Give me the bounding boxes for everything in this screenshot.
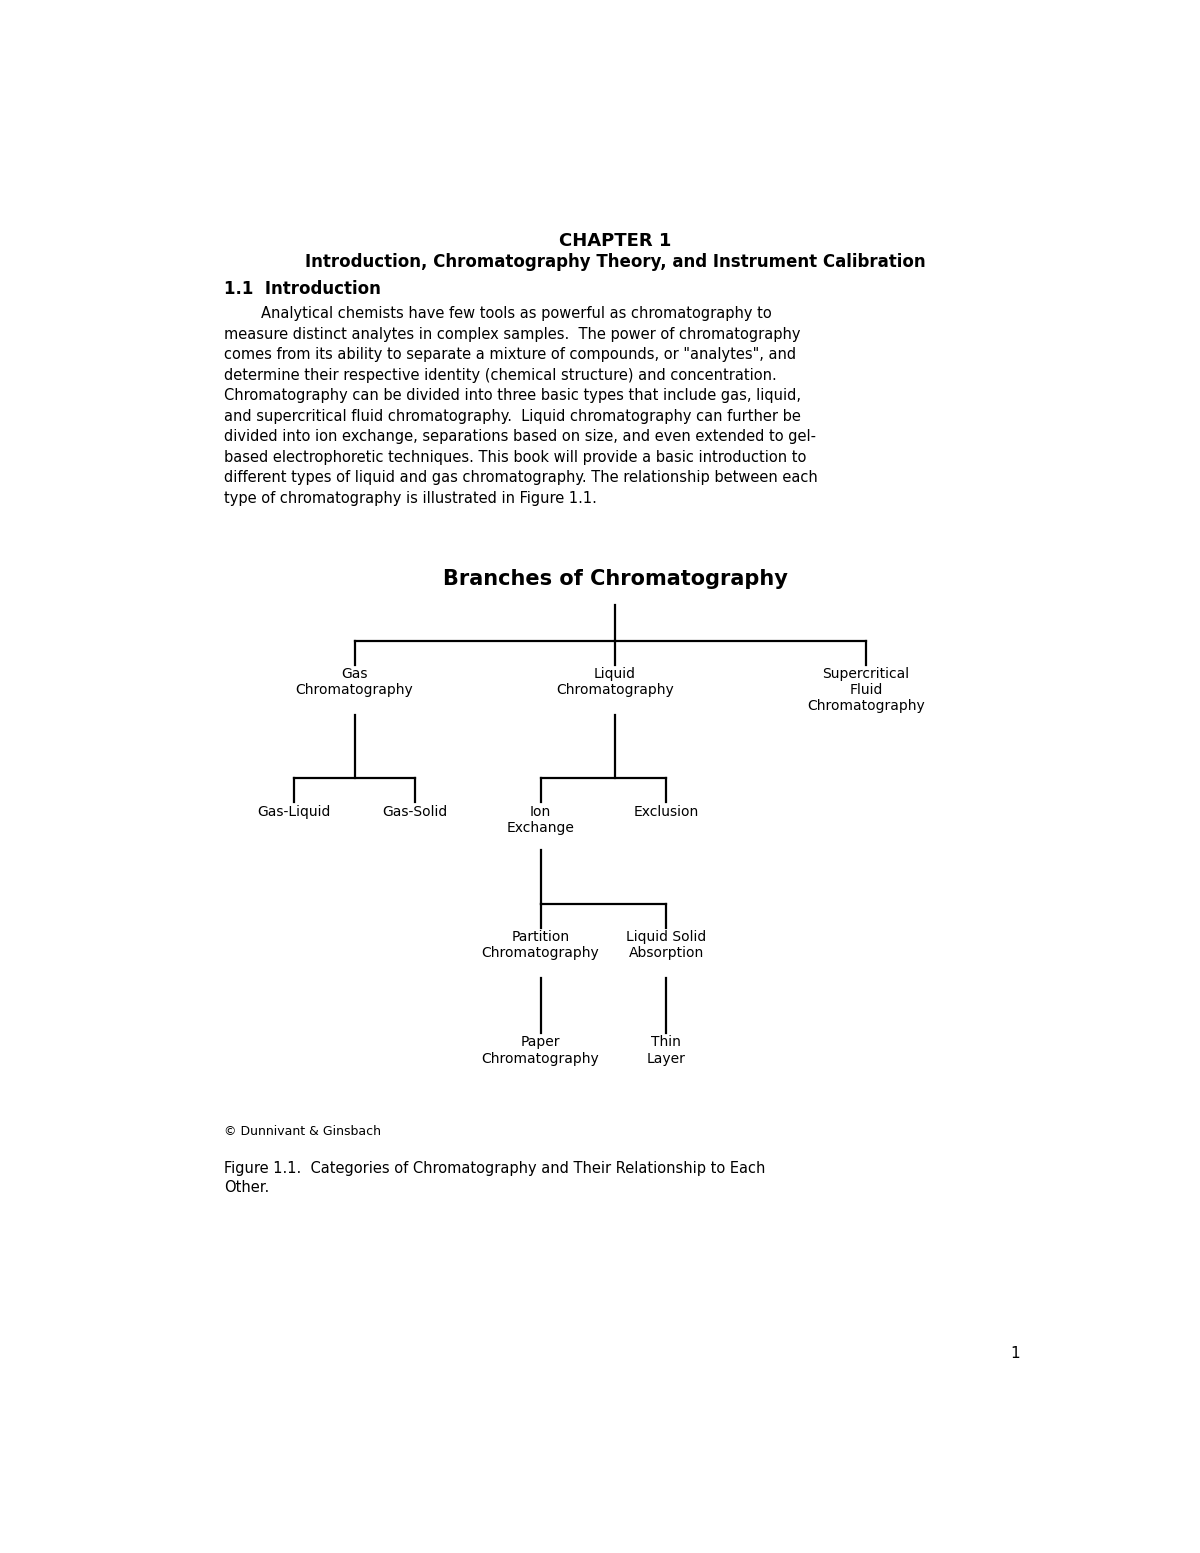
Text: Liquid Solid
Absorption: Liquid Solid Absorption	[626, 930, 707, 960]
Text: Introduction, Chromatography Theory, and Instrument Calibration: Introduction, Chromatography Theory, and…	[305, 253, 925, 272]
Text: Partition
Chromatography: Partition Chromatography	[481, 930, 600, 960]
Text: Figure 1.1.  Categories of Chromatography and Their Relationship to Each: Figure 1.1. Categories of Chromatography…	[224, 1162, 766, 1176]
Text: Supercritical
Fluid
Chromatography: Supercritical Fluid Chromatography	[808, 668, 925, 713]
Text: CHAPTER 1: CHAPTER 1	[559, 231, 671, 250]
Text: Branches of Chromatography: Branches of Chromatography	[443, 568, 787, 589]
Text: Analytical chemists have few tools as powerful as chromatography to: Analytical chemists have few tools as po…	[224, 306, 772, 321]
Text: Paper
Chromatography: Paper Chromatography	[481, 1036, 600, 1065]
Text: measure distinct analytes in complex samples.  The power of chromatography: measure distinct analytes in complex sam…	[224, 326, 800, 342]
Text: type of chromatography is illustrated in Figure 1.1.: type of chromatography is illustrated in…	[224, 491, 598, 506]
Text: 1.1  Introduction: 1.1 Introduction	[224, 280, 382, 298]
Text: 1: 1	[1010, 1345, 1020, 1360]
Text: Gas-Liquid: Gas-Liquid	[258, 804, 331, 818]
Text: © Dunnivant & Ginsbach: © Dunnivant & Ginsbach	[224, 1124, 382, 1138]
Text: based electrophoretic techniques. This book will provide a basic introduction to: based electrophoretic techniques. This b…	[224, 450, 806, 464]
Text: Gas-Solid: Gas-Solid	[383, 804, 448, 818]
Text: Gas
Chromatography: Gas Chromatography	[295, 668, 414, 697]
Text: Ion
Exchange: Ion Exchange	[506, 804, 575, 836]
Text: Liquid
Chromatography: Liquid Chromatography	[556, 668, 674, 697]
Text: and supercritical fluid chromatography.  Liquid chromatography can further be: and supercritical fluid chromatography. …	[224, 408, 802, 424]
Text: divided into ion exchange, separations based on size, and even extended to gel-: divided into ion exchange, separations b…	[224, 429, 816, 444]
Text: Other.: Other.	[224, 1180, 270, 1196]
Text: determine their respective identity (chemical structure) and concentration.: determine their respective identity (che…	[224, 368, 778, 382]
Text: Thin
Layer: Thin Layer	[647, 1036, 685, 1065]
Text: different types of liquid and gas chromatography. The relationship between each: different types of liquid and gas chroma…	[224, 471, 818, 486]
Text: Chromatography can be divided into three basic types that include gas, liquid,: Chromatography can be divided into three…	[224, 388, 802, 404]
Text: comes from its ability to separate a mixture of compounds, or "analytes", and: comes from its ability to separate a mix…	[224, 346, 797, 362]
Text: Exclusion: Exclusion	[634, 804, 698, 818]
